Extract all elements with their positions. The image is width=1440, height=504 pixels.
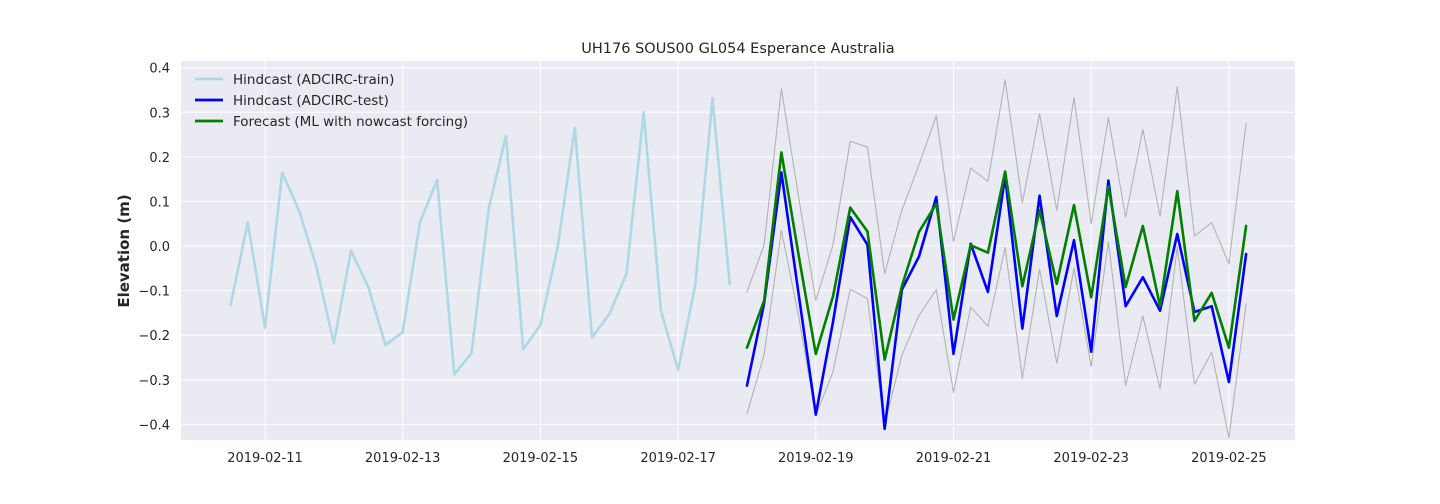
legend-label-test: Hindcast (ADCIRC-test) — [233, 93, 389, 109]
chart-title: UH176 SOUS00 GL054 Esperance Australia — [581, 41, 894, 57]
x-tick-label: 2019-02-21 — [916, 451, 992, 466]
y-tick-label: 0.3 — [149, 106, 170, 121]
grid — [181, 61, 1295, 440]
x-tick-labels: 2019-02-11 2019-02-13 2019-02-15 2019-02-17… — [227, 451, 1266, 466]
series-line-train — [229, 96, 732, 376]
x-tick-label: 2019-02-23 — [1053, 451, 1129, 466]
y-tick-label: 0.2 — [149, 151, 170, 166]
x-tick-label: 2019-02-15 — [503, 451, 579, 466]
y-tick-label: 0.0 — [149, 240, 170, 255]
series-line-test — [745, 171, 1248, 431]
series-line-lower-bound — [746, 229, 1247, 439]
y-tick-label: −0.3 — [138, 374, 170, 389]
x-tick-label: 2019-02-13 — [365, 451, 441, 466]
series-line-forecast — [745, 151, 1248, 362]
y-tick-label: −0.4 — [138, 418, 170, 433]
legend-label-train: Hindcast (ADCIRC-train) — [233, 72, 394, 88]
x-tick-label: 2019-02-17 — [640, 451, 716, 466]
y-tick-label: 0.1 — [149, 195, 170, 210]
y-tick-label: −0.2 — [138, 329, 170, 344]
x-tick-label: 2019-02-11 — [227, 451, 303, 466]
y-axis-label: Elevation (m) — [115, 194, 133, 307]
series-line-upper-bound — [746, 79, 1247, 301]
legend-label-forecast: Forecast (ML with nowcast forcing) — [233, 114, 468, 130]
y-tick-labels: −0.4 −0.3 −0.2 −0.1 0.0 0.1 0.2 0.3 0.4 — [138, 62, 170, 434]
series-lines — [229, 79, 1248, 439]
x-tick-label: 2019-02-19 — [778, 451, 854, 466]
y-tick-label: −0.1 — [138, 285, 170, 300]
y-tick-label: 0.4 — [149, 62, 170, 77]
x-tick-label: 2019-02-25 — [1191, 451, 1267, 466]
legend: Hindcast (ADCIRC-train) Hindcast (ADCIRC… — [195, 72, 468, 130]
